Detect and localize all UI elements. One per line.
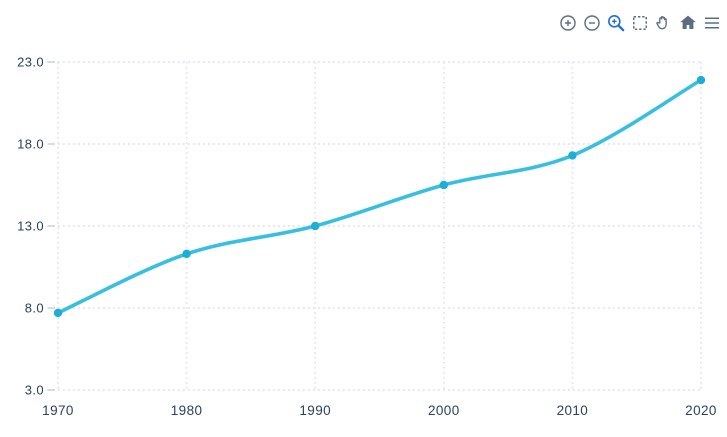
data-point-marker[interactable]: [696, 75, 706, 85]
series-line[interactable]: [56, 78, 703, 315]
x-tick-label: 1980: [171, 403, 203, 418]
pan-hand-icon[interactable]: [654, 13, 674, 33]
y-tick-label: 18.0: [17, 137, 44, 152]
box-select-icon[interactable]: [630, 13, 650, 33]
y-tick-label: 3.0: [25, 383, 44, 398]
data-point-marker[interactable]: [439, 180, 448, 190]
x-tick-label: 1990: [299, 403, 331, 418]
zoom-magnifier-icon[interactable]: [606, 13, 626, 33]
data-point-marker[interactable]: [182, 249, 191, 259]
y-tick-label: 23.0: [17, 55, 44, 70]
zoom-out-icon[interactable]: [582, 13, 602, 33]
y-tick-label: 13.0: [17, 219, 44, 234]
data-point-marker[interactable]: [568, 151, 577, 160]
x-tick-label: 1970: [42, 403, 74, 418]
x-tick-label: 2020: [685, 403, 717, 418]
menu-icon[interactable]: [702, 13, 722, 33]
data-point-marker[interactable]: [53, 308, 63, 318]
chart-toolbar: [558, 13, 722, 33]
data-point-marker[interactable]: [311, 221, 320, 231]
y-tick-label: 8.0: [25, 301, 44, 316]
zoom-in-icon[interactable]: [558, 13, 578, 33]
x-tick-label: 2010: [557, 403, 589, 418]
x-tick-label: 2000: [428, 403, 460, 418]
home-icon[interactable]: [678, 13, 698, 33]
